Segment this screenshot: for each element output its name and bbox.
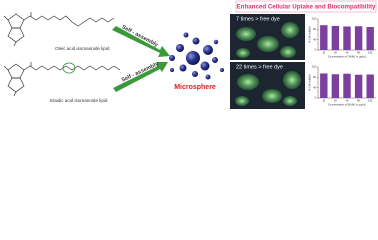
y-axis-label: % Cell viability <box>308 25 312 42</box>
y-tick-label: 40 <box>313 85 316 89</box>
x-tick-label: 40 <box>346 99 349 103</box>
bar <box>354 74 363 98</box>
bar <box>366 74 374 98</box>
y-tick-label: 40 <box>313 37 316 41</box>
mini-chart-bg <box>307 16 377 61</box>
bar <box>331 25 340 50</box>
x-axis-label: Concentration of EAIML in μg/mL <box>328 103 367 107</box>
mini-chart-bg <box>307 64 377 109</box>
y-tick-label: 0 <box>315 96 317 100</box>
micrograph <box>230 14 305 60</box>
x-tick-label: 100 <box>368 51 373 55</box>
microspheres <box>169 32 224 80</box>
title: Enhanced Cellular Uptake and Biocompatib… <box>237 3 376 10</box>
x-tick-label: 80 <box>357 51 360 55</box>
x-tick-label: 100 <box>368 99 373 103</box>
x-tick-label: 20 <box>334 51 337 55</box>
product-label: Microsphere <box>174 84 216 91</box>
graphical-abstract: Oleic acid isomannide lipid Elaidic acid… <box>3 0 377 109</box>
panel-caption: 22 times > free dye <box>236 64 283 70</box>
arrow-label: Self - assembly <box>121 61 161 84</box>
x-tick-label: 40 <box>346 51 349 55</box>
bar <box>320 73 328 98</box>
bar <box>343 73 351 98</box>
panel-caption: 7 times > free dye <box>236 16 280 22</box>
bar <box>343 26 351 50</box>
micrograph <box>230 62 305 109</box>
bar <box>354 26 363 50</box>
x-tick-label: 10 <box>322 51 325 55</box>
y-tick-label: 0 <box>315 48 317 52</box>
bar <box>320 25 328 50</box>
oleic-structure <box>3 12 115 47</box>
y-tick-label: 120 <box>312 17 317 21</box>
x-tick-label: 10 <box>322 99 325 103</box>
x-axis-label: Concentration of OAIML in μg/mL <box>328 55 367 59</box>
bar <box>331 74 340 98</box>
title-box <box>235 0 377 13</box>
x-tick-label: 80 <box>357 99 360 103</box>
y-tick-label: 120 <box>312 65 317 69</box>
molecule-label: Oleic acid isomannide lipid <box>55 46 110 51</box>
arrows <box>112 26 170 92</box>
y-tick-label: 80 <box>313 27 316 31</box>
y-axis-label: % Cell viability <box>308 73 312 90</box>
elaidic-structure <box>3 62 121 97</box>
molecule-label: Elaidic acid isomannide lipid <box>50 98 108 103</box>
x-tick-label: 20 <box>334 99 337 103</box>
y-tick-label: 80 <box>313 75 316 79</box>
bar <box>366 27 374 50</box>
